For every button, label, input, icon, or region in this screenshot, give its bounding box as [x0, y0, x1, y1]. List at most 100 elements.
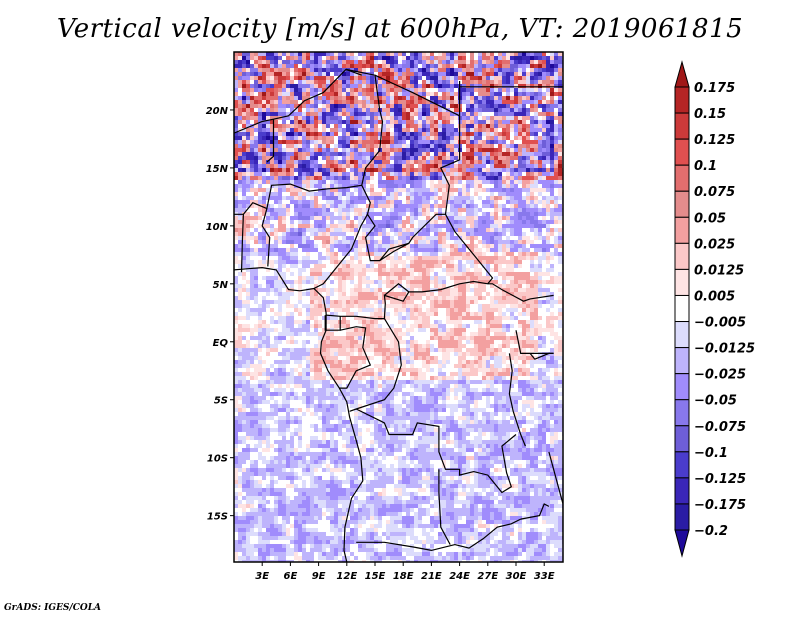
field-cell — [234, 172, 238, 176]
field-cell — [394, 276, 398, 280]
field-cell — [550, 280, 554, 284]
field-cell — [530, 92, 534, 96]
field-cell — [514, 184, 518, 188]
field-cell — [286, 64, 290, 68]
field-cell — [326, 68, 330, 72]
field-cell — [470, 120, 474, 124]
field-cell — [358, 268, 362, 272]
field-cell — [290, 144, 294, 148]
field-cell — [306, 76, 310, 80]
field-cell — [490, 128, 494, 132]
field-cell — [534, 236, 538, 240]
field-cell — [258, 216, 262, 220]
field-cell — [526, 80, 530, 84]
field-cell — [490, 56, 494, 60]
field-cell — [470, 236, 474, 240]
field-cell — [398, 56, 402, 60]
field-cell — [402, 104, 406, 108]
field-cell — [546, 56, 550, 60]
field-cell — [350, 120, 354, 124]
field-cell — [310, 276, 314, 280]
field-cell — [254, 128, 258, 132]
field-cell — [238, 252, 242, 256]
field-cell — [290, 52, 294, 56]
field-cell — [474, 76, 478, 80]
field-cell — [398, 136, 402, 140]
field-cell — [530, 256, 534, 260]
field-cell — [466, 108, 470, 112]
field-cell — [402, 212, 406, 216]
field-cell — [514, 92, 518, 96]
field-cell — [474, 220, 478, 224]
field-cell — [254, 180, 258, 184]
field-cell — [394, 176, 398, 180]
field-cell — [450, 184, 454, 188]
field-cell — [282, 112, 286, 116]
field-cell — [470, 216, 474, 220]
field-cell — [498, 220, 502, 224]
field-cell — [434, 240, 438, 244]
field-cell — [454, 212, 458, 216]
field-cell — [466, 160, 470, 164]
field-cell — [266, 104, 270, 108]
field-cell — [374, 264, 378, 268]
field-cell — [258, 152, 262, 156]
field-cell — [350, 136, 354, 140]
field-cell — [398, 172, 402, 176]
field-cell — [514, 112, 518, 116]
field-cell — [326, 268, 330, 272]
field-cell — [410, 136, 414, 140]
field-cell — [310, 68, 314, 72]
field-cell — [462, 252, 466, 256]
field-cell — [366, 256, 370, 260]
field-cell — [298, 264, 302, 268]
field-cell — [442, 208, 446, 212]
field-cell — [370, 116, 374, 120]
field-cell — [502, 164, 506, 168]
field-cell — [258, 104, 262, 108]
field-cell — [506, 184, 510, 188]
field-cell — [386, 288, 390, 292]
field-cell — [538, 164, 542, 168]
field-cell — [234, 76, 238, 80]
field-cell — [306, 152, 310, 156]
field-cell — [250, 84, 254, 88]
field-cell — [350, 212, 354, 216]
field-cell — [294, 160, 298, 164]
field-cell — [306, 256, 310, 260]
field-cell — [286, 156, 290, 160]
field-cell — [282, 232, 286, 236]
field-cell — [550, 196, 554, 200]
field-cell — [382, 168, 386, 172]
field-cell — [306, 260, 310, 264]
field-cell — [310, 220, 314, 224]
field-cell — [346, 120, 350, 124]
field-cell — [554, 116, 558, 120]
field-cell — [442, 140, 446, 144]
field-cell — [522, 60, 526, 64]
field-cell — [310, 128, 314, 132]
field-cell — [274, 232, 278, 236]
field-cell — [374, 208, 378, 212]
field-cell — [418, 176, 422, 180]
field-cell — [370, 148, 374, 152]
field-cell — [402, 176, 406, 180]
field-cell — [558, 192, 562, 196]
field-cell — [362, 104, 366, 108]
field-cell — [274, 196, 278, 200]
field-cell — [338, 136, 342, 140]
field-cell — [490, 84, 494, 88]
field-cell — [254, 116, 258, 120]
field-cell — [498, 80, 502, 84]
field-cell — [398, 156, 402, 160]
field-cell — [294, 280, 298, 284]
field-cell — [342, 220, 346, 224]
field-cell — [314, 220, 318, 224]
field-cell — [342, 108, 346, 112]
field-cell — [350, 220, 354, 224]
field-cell — [258, 252, 262, 256]
field-cell — [550, 140, 554, 144]
field-cell — [534, 176, 538, 180]
field-cell — [462, 124, 466, 128]
field-cell — [550, 224, 554, 228]
